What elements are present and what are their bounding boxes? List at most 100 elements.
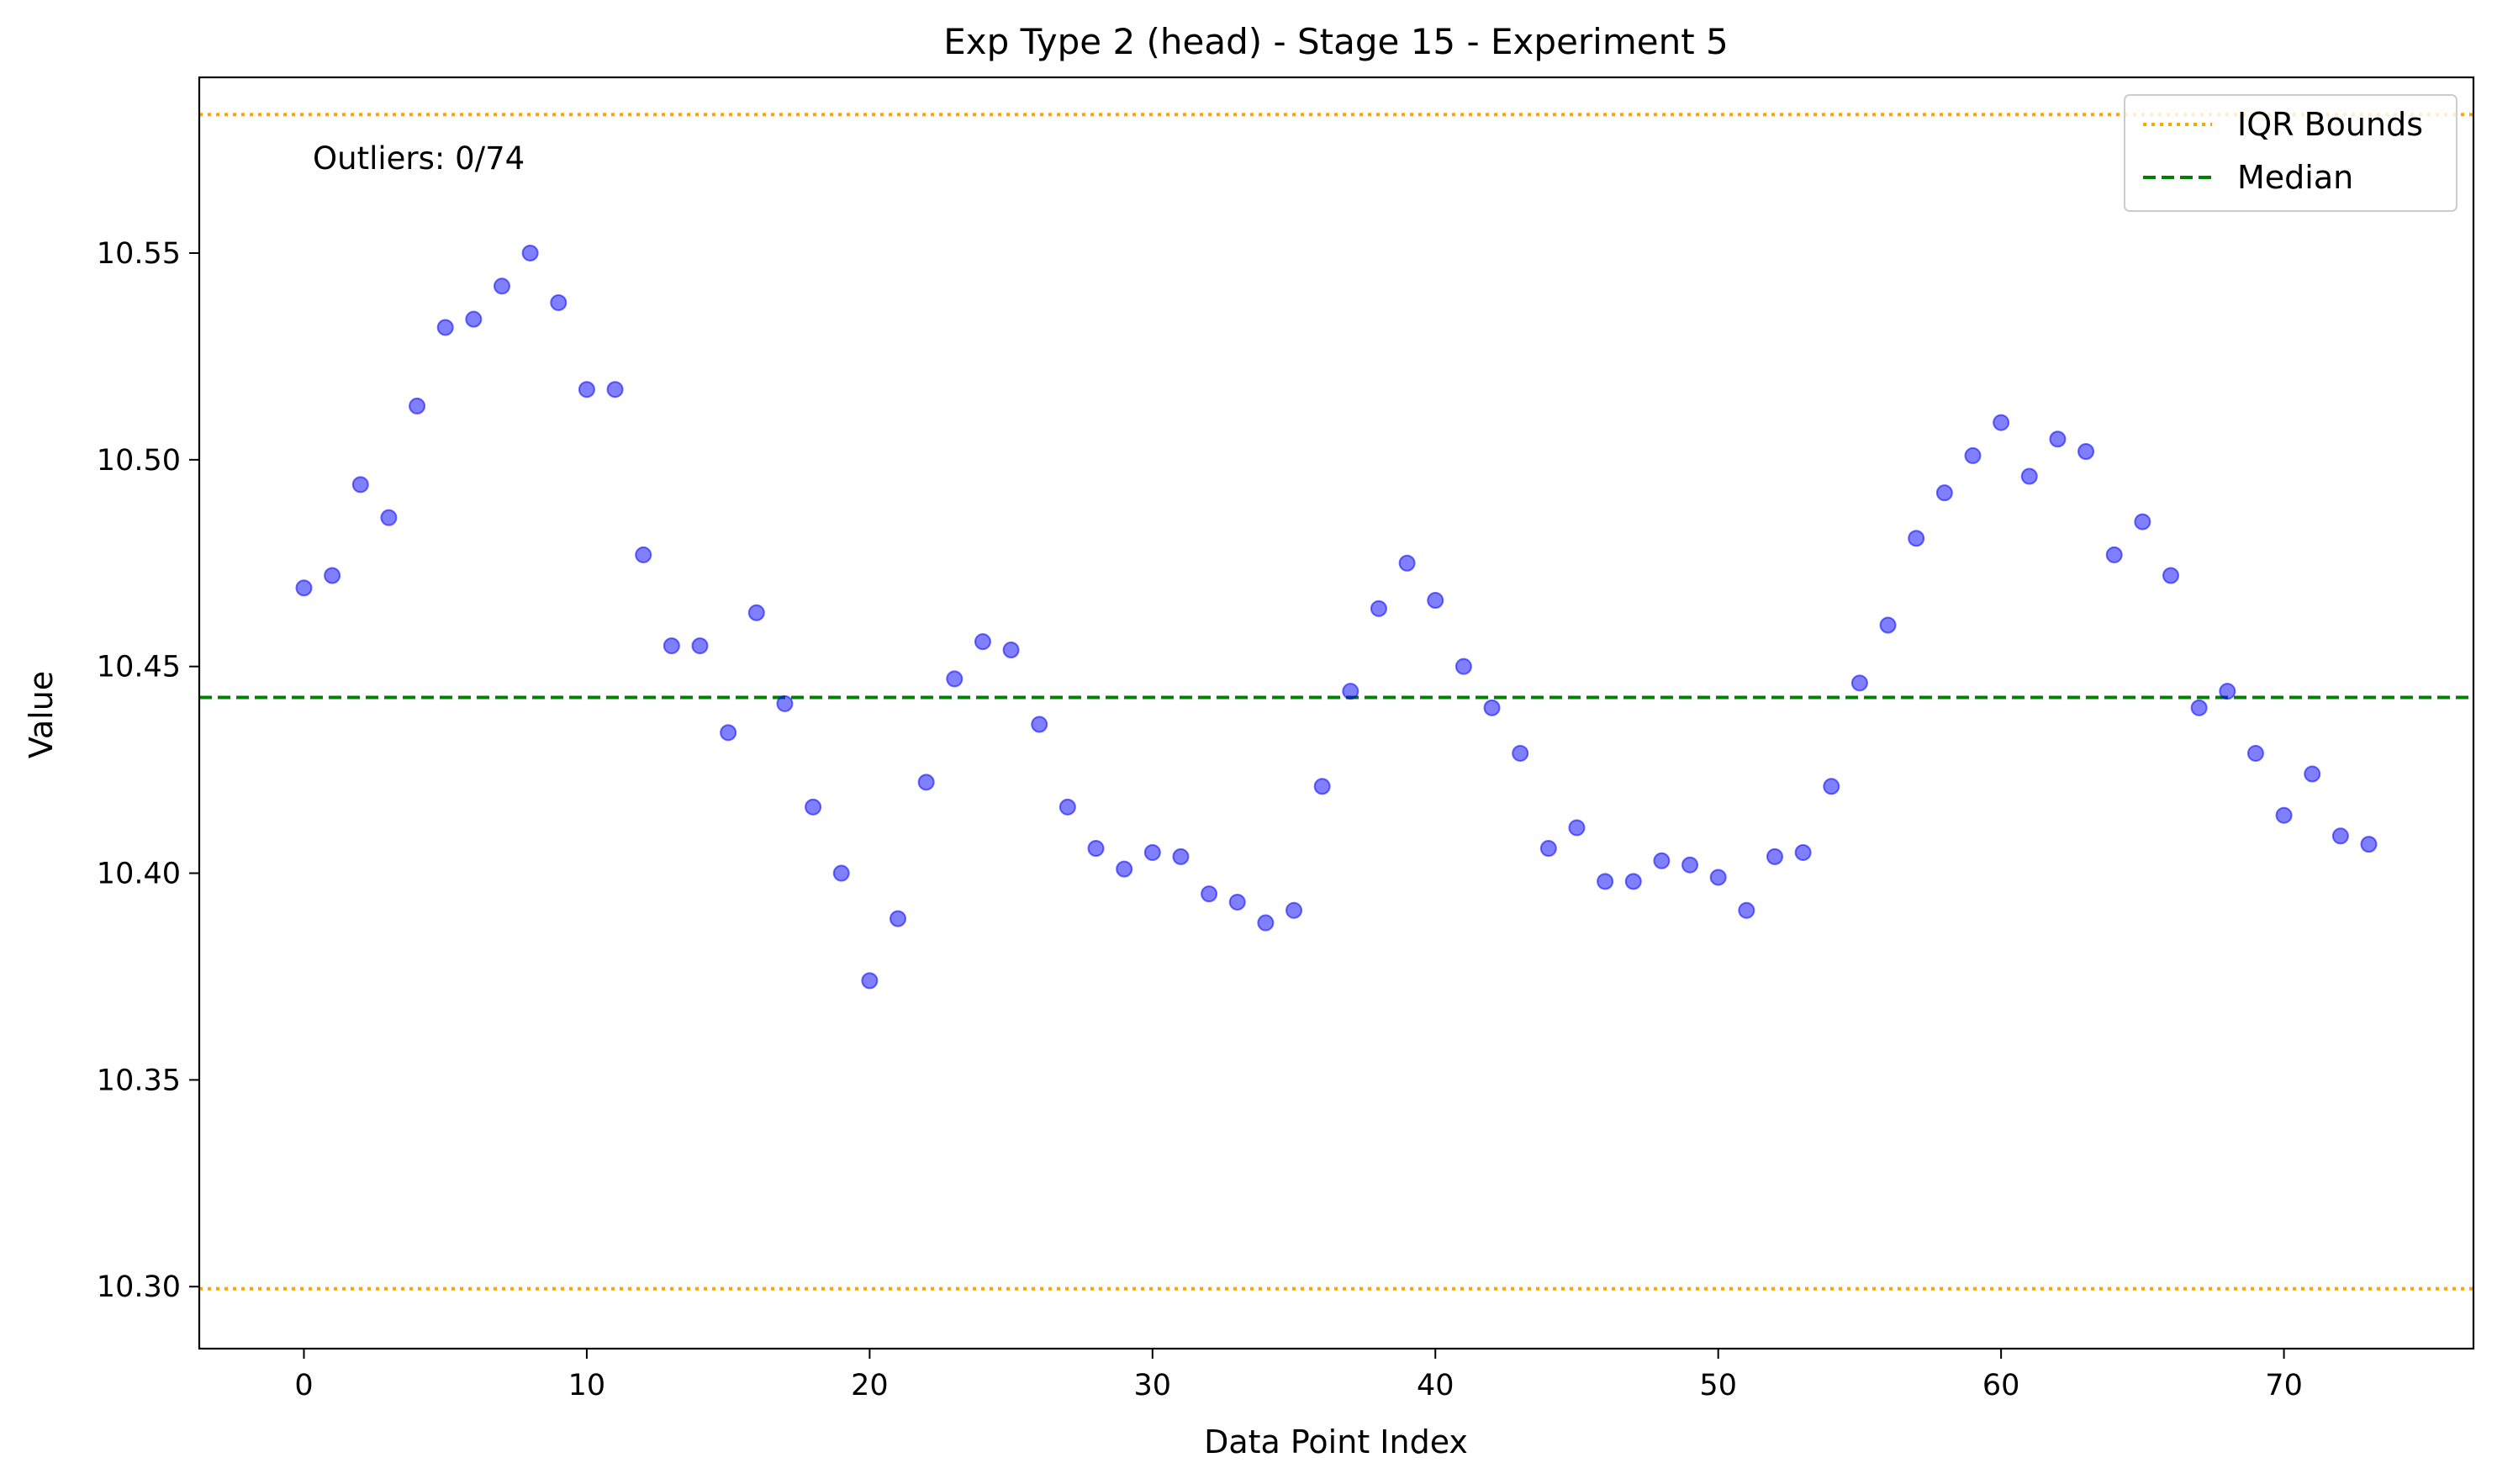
data-point-44: [1539, 840, 1557, 858]
data-point-36: [1313, 778, 1331, 795]
y-axis-ticks: 10.30 10.35 10.40 10.45 10.50 10.55: [97, 237, 199, 1304]
data-point-40: [1427, 592, 1444, 610]
data-point-8: [521, 244, 539, 261]
y-tick-label-0: 10.30: [97, 1270, 181, 1304]
data-point-21: [890, 910, 907, 927]
data-point-7: [493, 277, 510, 295]
y-axis-label: Value: [23, 671, 60, 758]
data-point-34: [1257, 914, 1275, 932]
data-point-22: [917, 774, 935, 791]
data-point-6: [465, 310, 483, 328]
data-point-73: [2360, 836, 2378, 853]
data-point-38: [1370, 599, 1387, 617]
outliers-annotation: Outliers: 0/74: [313, 140, 525, 177]
data-point-72: [2331, 827, 2349, 845]
data-point-37: [1342, 683, 1359, 700]
x-tick-label-6: 60: [1982, 1369, 2020, 1402]
data-point-55: [1850, 674, 1868, 692]
x-axis-label: Data Point Index: [1204, 1423, 1468, 1460]
data-point-51: [1738, 901, 1755, 919]
data-point-17: [776, 694, 794, 712]
data-point-29: [1116, 860, 1133, 878]
data-point-10: [578, 381, 595, 399]
x-tick-label-3: 30: [1134, 1369, 1172, 1402]
data-point-70: [2275, 806, 2293, 824]
data-point-47: [1624, 873, 1642, 890]
data-point-61: [2020, 467, 2038, 485]
data-point-58: [1935, 484, 1953, 502]
data-point-67: [2190, 699, 2208, 716]
legend-median-label: Median: [2237, 159, 2353, 196]
data-point-28: [1087, 840, 1105, 858]
plot-frame: [198, 76, 2475, 1350]
data-point-65: [2134, 513, 2151, 531]
data-point-54: [1823, 778, 1840, 795]
data-point-14: [691, 637, 709, 655]
x-tick-label-1: 10: [568, 1369, 606, 1402]
y-tick-label-2: 10.40: [97, 858, 181, 891]
data-point-1: [324, 567, 341, 584]
x-tick-label-0: 0: [294, 1369, 313, 1402]
data-point-63: [2077, 442, 2095, 460]
x-tick-label-5: 50: [1699, 1369, 1737, 1402]
data-point-59: [1964, 446, 1982, 464]
data-point-66: [2162, 567, 2180, 584]
y-tick-label-5: 10.55: [97, 237, 181, 271]
data-point-12: [635, 546, 652, 563]
reference-lines: [199, 113, 2473, 1291]
data-point-71: [2304, 765, 2321, 783]
data-point-42: [1483, 699, 1501, 716]
data-point-41: [1454, 658, 1472, 675]
data-point-53: [1794, 843, 1812, 861]
data-point-39: [1398, 554, 1416, 572]
data-point-64: [2105, 546, 2123, 563]
legend-iqr-label: IQR Bounds: [2237, 106, 2423, 143]
data-point-19: [832, 864, 850, 882]
data-point-15: [720, 724, 737, 742]
data-point-31: [1172, 848, 1190, 865]
data-point-24: [974, 633, 991, 651]
data-point-0: [295, 579, 313, 597]
data-point-16: [747, 604, 765, 621]
scatter-points: [295, 244, 2378, 990]
data-point-52: [1766, 848, 1783, 865]
data-point-9: [550, 293, 568, 311]
legend: IQR Bounds Median: [2124, 94, 2457, 212]
data-point-18: [805, 798, 822, 816]
data-point-60: [1993, 414, 2010, 431]
data-point-69: [2246, 744, 2264, 762]
data-point-50: [1709, 869, 1727, 886]
chart-title: Exp Type 2 (head) - Stage 15 - Experimen…: [943, 21, 1729, 62]
x-axis-ticks: 0 10 20 30 40 50 60 70: [294, 1349, 2303, 1402]
data-point-46: [1597, 873, 1614, 890]
data-point-5: [436, 319, 454, 336]
data-point-4: [409, 397, 426, 415]
data-point-13: [663, 637, 680, 655]
data-point-25: [1002, 642, 1020, 659]
data-point-32: [1201, 885, 1218, 903]
data-point-11: [606, 381, 624, 399]
data-point-26: [1031, 716, 1048, 733]
data-point-62: [2049, 430, 2067, 448]
data-point-49: [1681, 856, 1699, 874]
data-point-30: [1143, 843, 1161, 861]
y-tick-label-4: 10.50: [97, 444, 181, 478]
data-point-35: [1285, 901, 1303, 919]
data-point-68: [2219, 683, 2236, 700]
data-point-27: [1058, 798, 1076, 816]
x-tick-label-4: 40: [1417, 1369, 1454, 1402]
legend-box: [2124, 94, 2457, 212]
data-point-57: [1908, 530, 1925, 547]
x-tick-label-2: 20: [851, 1369, 889, 1402]
data-point-43: [1512, 744, 1529, 762]
data-point-45: [1568, 819, 1586, 837]
data-point-48: [1653, 852, 1671, 869]
data-point-20: [861, 972, 879, 990]
data-point-33: [1228, 893, 1246, 911]
data-point-56: [1879, 616, 1897, 634]
data-point-2: [351, 476, 369, 494]
data-point-23: [946, 670, 963, 688]
x-tick-label-7: 70: [2265, 1369, 2303, 1402]
y-tick-label-1: 10.35: [97, 1064, 181, 1097]
